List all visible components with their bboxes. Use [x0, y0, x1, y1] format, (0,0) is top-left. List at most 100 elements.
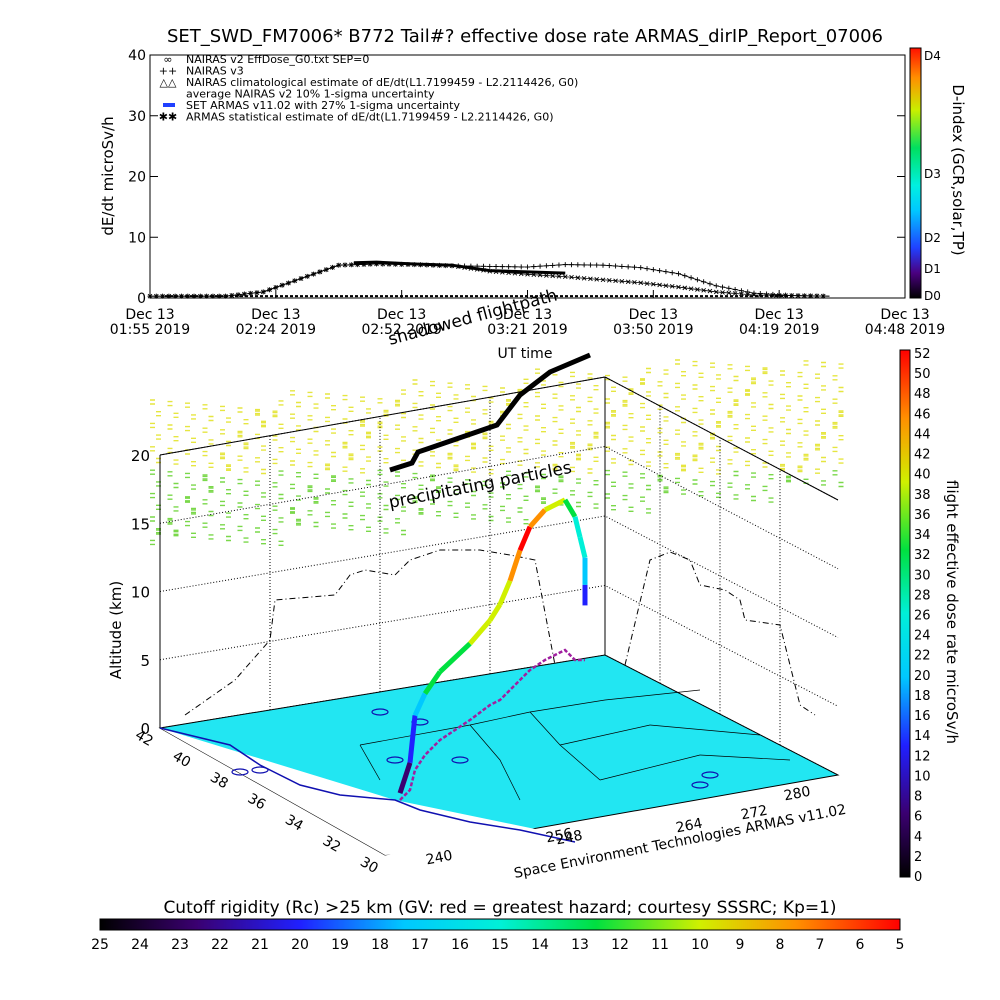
particle-mark [552, 416, 558, 423]
cutoff-rigidity-tick-label: 7 [816, 937, 825, 953]
top-x-tick-day: Dec 13 [377, 307, 426, 323]
particle-mark [762, 368, 768, 375]
particle-mark [296, 472, 301, 478]
particle-mark [646, 391, 651, 397]
particle-mark [716, 421, 721, 427]
cutoff-rigidity-tick-label: 23 [171, 937, 189, 953]
particle-mark [482, 480, 488, 487]
particle-mark [173, 459, 179, 465]
particle-mark [815, 443, 820, 450]
particle-mark [167, 517, 173, 524]
particle-mark [593, 456, 599, 462]
series-nairas-v2-point [638, 280, 644, 286]
particle-mark [471, 444, 476, 450]
particle-mark [681, 371, 686, 377]
series-nairas-v3-point [707, 281, 713, 287]
particle-mark [395, 494, 400, 501]
particle-mark [325, 440, 330, 446]
top-x-tick-day: Dec 13 [629, 307, 678, 323]
particle-mark [692, 454, 698, 460]
series-nairas-v2-point [349, 262, 354, 268]
top-x-tick-time: 02:52 2019 [361, 322, 441, 338]
particle-mark [541, 380, 546, 386]
particle-mark [780, 440, 785, 446]
series-nairas-v2-point [707, 288, 713, 294]
dose-tick-label: 16 [914, 709, 931, 724]
particle-mark [628, 483, 634, 489]
particle-mark [482, 385, 488, 392]
d-index-colorbar-label: D-index (GCR,solar,TP) [949, 84, 967, 255]
particle-mark [453, 512, 459, 518]
cutoff-rigidity-tick-label: 21 [251, 937, 269, 953]
particle-mark [366, 479, 371, 486]
particle-mark [453, 489, 459, 495]
particle-mark [768, 474, 774, 480]
particle-mark [552, 393, 558, 399]
d-index-tick-label: D3 [924, 167, 941, 181]
particle-mark [768, 380, 774, 386]
particle-mark [167, 471, 173, 477]
flight-track-segment [407, 715, 418, 763]
particle-mark [762, 438, 768, 445]
particle-mark [751, 378, 756, 385]
particle-mark [325, 464, 330, 471]
particle-mark [272, 528, 278, 535]
particle-mark [272, 435, 278, 441]
particle-mark [698, 491, 704, 497]
particle-mark [716, 422, 721, 428]
particle-mark [331, 405, 336, 411]
particle-mark [751, 472, 756, 478]
particle-mark [243, 443, 249, 450]
cutoff-rigidity-tick-label: 24 [131, 937, 149, 953]
particle-mark [698, 396, 704, 402]
series-nairas-v2-point [569, 274, 574, 280]
particle-mark [272, 411, 278, 418]
particle-mark [191, 414, 196, 420]
particle-mark [366, 526, 371, 532]
particle-mark [797, 466, 803, 473]
series-nairas-v2-point [619, 278, 625, 284]
particle-mark [447, 429, 453, 435]
cutoff-rigidity-tick-label: 6 [856, 937, 865, 953]
particle-mark [325, 488, 330, 494]
top-x-tick-day: Dec 13 [503, 307, 552, 323]
particle-mark [150, 399, 155, 405]
particle-mark [331, 500, 336, 506]
particle-mark [278, 493, 284, 500]
particle-mark [587, 443, 593, 449]
map-ocean-cut [160, 728, 575, 855]
particle-mark [762, 415, 768, 421]
series-nairas-v3-point [669, 270, 675, 276]
particle-mark [675, 452, 680, 459]
legend-marker-armas [163, 103, 175, 107]
particle-mark [243, 467, 249, 473]
latitude-axis-ticks: 42 40 38 36 34 32 30 [132, 727, 380, 877]
particle-mark [821, 480, 826, 486]
particle-mark [587, 396, 593, 403]
particle-mark [482, 504, 488, 510]
series-nairas-v2-point [808, 293, 813, 299]
particle-mark [342, 466, 348, 472]
particle-mark [576, 430, 581, 436]
particle-mark [465, 407, 470, 413]
particle-mark [447, 500, 453, 507]
particle-mark [220, 405, 225, 412]
map-contour [371, 708, 389, 716]
series-nairas-v2-point [273, 285, 279, 290]
particle-mark [261, 422, 266, 428]
particle-mark [430, 474, 435, 480]
particle-mark [436, 486, 441, 492]
particle-mark [628, 459, 634, 466]
particle-mark [733, 447, 739, 453]
particle-mark [395, 518, 400, 524]
cutoff-rigidity-colorbar [99, 918, 901, 931]
particle-mark [261, 445, 266, 451]
particle-mark [605, 469, 610, 476]
particle-mark [185, 520, 190, 527]
particle-mark [517, 437, 523, 443]
dose-tick-label: 52 [914, 347, 931, 362]
particle-mark [523, 448, 529, 455]
series-nairas-v2-point [550, 273, 555, 279]
particle-mark [325, 416, 330, 423]
